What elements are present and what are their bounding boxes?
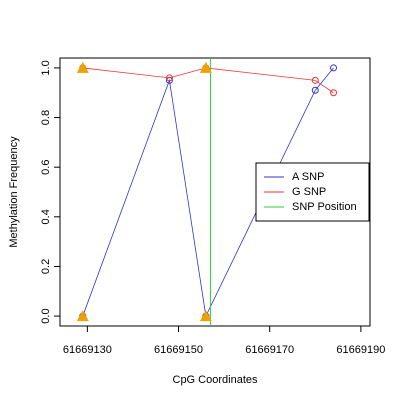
y-tick-label: 0.8 [40,110,52,125]
point [311,86,319,94]
point [330,64,338,72]
x-tick-label: 61669190 [336,344,385,356]
y-tick-label: 0.2 [40,259,52,274]
point [311,76,319,84]
y-tick-label: 1.0 [40,60,52,75]
y-axis-label: Methylation Frequency [8,136,20,248]
x-tick-label: 61669130 [63,344,112,356]
legend-label: SNP Position [292,201,357,213]
snp-marker [199,61,212,73]
snp-marker [76,310,89,322]
x-axis-label: CpG Coordinates [173,374,258,386]
point [330,89,338,97]
snp-marker [199,310,212,322]
y-tick-label: 0.0 [40,308,52,323]
point [165,74,173,82]
legend-label: A SNP [292,171,324,183]
y-tick-label: 0.4 [40,209,52,224]
x-tick-label: 61669150 [154,344,203,356]
snp-marker [76,61,89,73]
legend-label: G SNP [292,186,326,198]
plot-frame [59,57,371,327]
y-tick-label: 0.6 [40,160,52,175]
point [165,76,173,84]
x-tick-label: 61669170 [245,344,294,356]
